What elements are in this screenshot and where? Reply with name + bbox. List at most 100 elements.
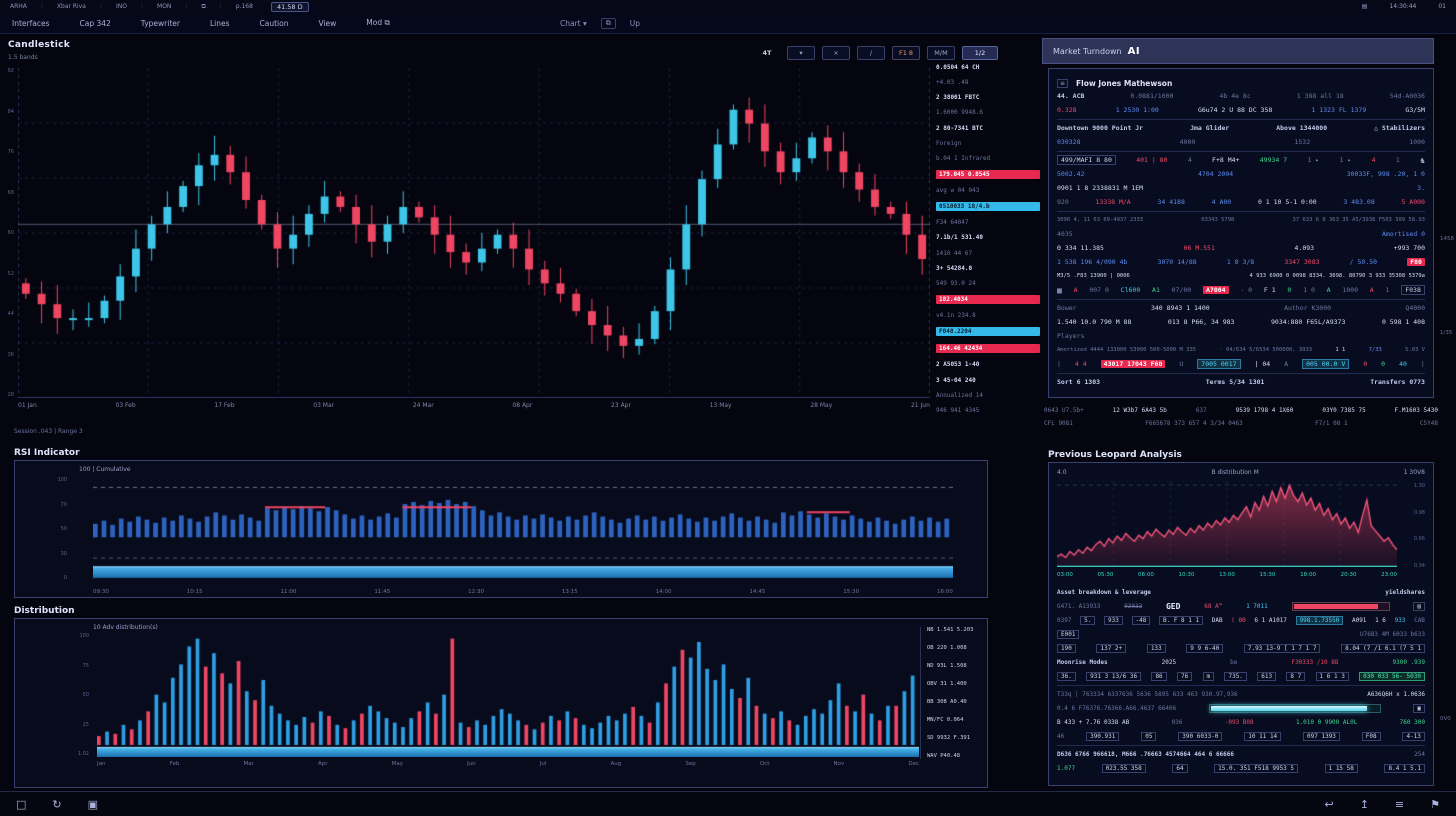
cell: 1 ▸	[1339, 156, 1352, 164]
menu-item[interactable]: Lines	[209, 18, 230, 28]
titlebar-item[interactable]: Xbar Riva	[27, 3, 86, 10]
y-tick: 0.34	[1413, 562, 1425, 569]
menu-item[interactable]: Cap 342	[79, 18, 111, 28]
statusbar-icon[interactable]: ↻	[52, 797, 62, 811]
cell: yieldshares	[1385, 588, 1425, 596]
toolbar-button[interactable]: 1/2	[962, 46, 998, 60]
candlestick-title: Candlestick	[8, 40, 71, 50]
price-scale-label[interactable]: 182.4034	[936, 294, 1040, 304]
x-tick: Feb	[169, 761, 180, 767]
price-scale-label[interactable]: avg w 04 043	[936, 187, 980, 194]
menu-item[interactable]: View	[318, 18, 337, 28]
statusbar-icon[interactable]: ▣	[87, 797, 99, 811]
legend-item[interactable]: OB 220 1.008	[927, 645, 967, 651]
legend-item[interactable]: NB 1.541 5.203	[927, 627, 974, 633]
cell: 15.0. 351 F518 9953 5	[1214, 763, 1299, 773]
table-row: Downtown 9000 Point Jr Jma Glider Above 13…	[1057, 119, 1425, 133]
rsi-canvas[interactable]	[93, 477, 953, 581]
cell: A7004	[1203, 286, 1229, 294]
price-scale-label[interactable]: b.04 1 Infrared	[936, 154, 991, 162]
titlebar-item[interactable]: INO	[86, 3, 127, 10]
price-scale-label[interactable]: +4.03 .48	[936, 79, 969, 87]
cell: ( ΘΘ	[1231, 616, 1246, 624]
toolbar-button[interactable]: 4T	[762, 49, 772, 57]
price-scale-label[interactable]: Foreign	[936, 139, 962, 147]
legend-item[interactable]: MN/FC 0.064	[927, 717, 964, 723]
price-scale-label[interactable]: 549 93.0 24	[936, 279, 976, 287]
price-scale-label[interactable]: 2 38001 FBTC	[936, 94, 980, 102]
toolbar-button[interactable]: ▾	[787, 46, 815, 60]
legend-item[interactable]: OBV 31 1.400	[927, 681, 967, 687]
table-row: T33q | 763334 6337636 5636 5895 633 463 …	[1057, 685, 1425, 699]
cell: 0.328	[1057, 106, 1077, 114]
price-scale-label[interactable]: 7.1b/1 531.40	[936, 234, 983, 242]
titlebar-item[interactable]: p.168	[206, 3, 253, 10]
menu-item[interactable]: Typewriter	[140, 18, 180, 28]
printer-icon[interactable]: ▤	[1361, 3, 1368, 10]
chart-dropdown[interactable]: Chart ▾	[560, 18, 587, 28]
cell: 030328	[1057, 138, 1081, 146]
legend-item[interactable]: WAV P40.48	[927, 753, 961, 759]
x-tick: 14:45	[749, 589, 766, 595]
progress-bar	[1208, 703, 1381, 713]
cell: 4	[1187, 156, 1192, 164]
statusbar-icon[interactable]: ↩	[1324, 797, 1334, 811]
legend-item[interactable]: ND 93L 1.508	[927, 663, 967, 669]
price-scale-label[interactable]: 3+ 54284.0	[936, 264, 973, 272]
watchboard-subtitle-row: ≡ Flow Jones Mathewson	[1057, 75, 1425, 91]
statusbar-icon[interactable]: ⚑	[1430, 797, 1440, 811]
x-tick: 15:30	[1259, 572, 1276, 578]
price-scale-label[interactable]: 946 941 4345	[936, 406, 980, 414]
candlestick-canvas[interactable]	[18, 68, 930, 398]
area-center-label: B distribution M	[1211, 469, 1259, 476]
price-scale-label[interactable]: F048.2204	[936, 327, 1040, 337]
candlestick-plot[interactable]	[18, 68, 930, 398]
titlebar-value-box[interactable]: 41.58 D	[270, 1, 309, 12]
price-scale-label[interactable]: 164.46 42434	[936, 344, 1040, 354]
price-scale-label[interactable]: 2 A5053 1-40	[936, 361, 980, 369]
titlebar-item[interactable]: ⧉	[171, 3, 205, 11]
expand-icon[interactable]: ⧉	[600, 17, 616, 29]
menu-item[interactable]: Caution	[259, 18, 289, 28]
x-tick: Apr	[317, 761, 328, 767]
list-icon[interactable]: ≡	[1057, 78, 1069, 88]
table-row: B 433 + 7.76 0338 AB 036 -093 B08 1.010 0 9…	[1057, 717, 1425, 727]
toolbar-button[interactable]: F1 8	[892, 46, 920, 60]
price-scale-label[interactable]: 1.6000 9948.6	[936, 109, 983, 117]
price-scale-label[interactable]: v4.1n 234.8	[936, 312, 976, 319]
notification-badge[interactable]: 01	[1438, 3, 1446, 10]
legend-item[interactable]: SD 9932 F.391	[927, 735, 971, 741]
up-label[interactable]: Up	[629, 18, 641, 28]
x-tick: Jun	[467, 761, 476, 767]
legend-item[interactable]: BB 308 A0.40	[927, 699, 967, 705]
area-canvas[interactable]	[1057, 481, 1397, 567]
price-scale-label[interactable]: 3 45-04 240	[936, 376, 976, 384]
statusbar-icon[interactable]: ≡	[1394, 797, 1405, 811]
price-scale-label[interactable]: 179.045 0.8545	[936, 169, 1040, 179]
menu-item[interactable]: Interfaces	[12, 18, 50, 28]
statusbar-icon[interactable]: ↥	[1359, 797, 1369, 811]
volume-canvas[interactable]	[97, 633, 919, 757]
price-scale-label[interactable]: F34 64047	[936, 219, 969, 227]
x-tick: 11:45	[374, 589, 391, 595]
titlebar-item[interactable]: ARHA	[10, 3, 27, 10]
statusbar-icon[interactable]: □	[16, 797, 27, 811]
table-row: CFL 9081 F665678 373 657 4 3/34 0463 F7/1 …	[1044, 417, 1438, 430]
x-tick: 28 May	[810, 402, 833, 409]
analysis-table: Asset breakdown & leverage yieldshares G47…	[1057, 587, 1425, 773]
price-scale-label[interactable]: Annualized 14	[936, 391, 983, 399]
titlebar-item[interactable]: MON	[127, 3, 171, 10]
menu-item-mod[interactable]: Mod ⧉	[366, 18, 390, 27]
table-row: 0643 U7.5b+ 12 W3b7 6A43 5b 637 9539 1798 4…	[1044, 404, 1438, 417]
price-scale-label[interactable]: 0510033 18/4.b	[936, 202, 1040, 212]
price-scale-label[interactable]: 2 80-7341 BTC	[936, 124, 983, 132]
toolbar-button[interactable]: M/M	[927, 46, 955, 60]
toolbar-button[interactable]: ×	[822, 46, 850, 60]
toolbar-button[interactable]: /	[857, 46, 885, 60]
price-scale-label[interactable]: 0.0504 64 CH	[936, 64, 980, 71]
watchboard-subtitle: Flow Jones Mathewson	[1076, 78, 1173, 88]
price-scale-label[interactable]: 1410 44 67	[936, 249, 973, 257]
y-tick: 84	[7, 108, 14, 115]
cell: G3/5M	[1405, 106, 1425, 114]
cell: 0	[1381, 360, 1386, 368]
